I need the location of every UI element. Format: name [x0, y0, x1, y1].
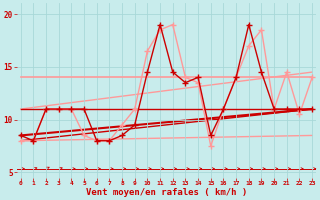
X-axis label: Vent moyen/en rafales ( km/h ): Vent moyen/en rafales ( km/h ) [86, 188, 247, 197]
